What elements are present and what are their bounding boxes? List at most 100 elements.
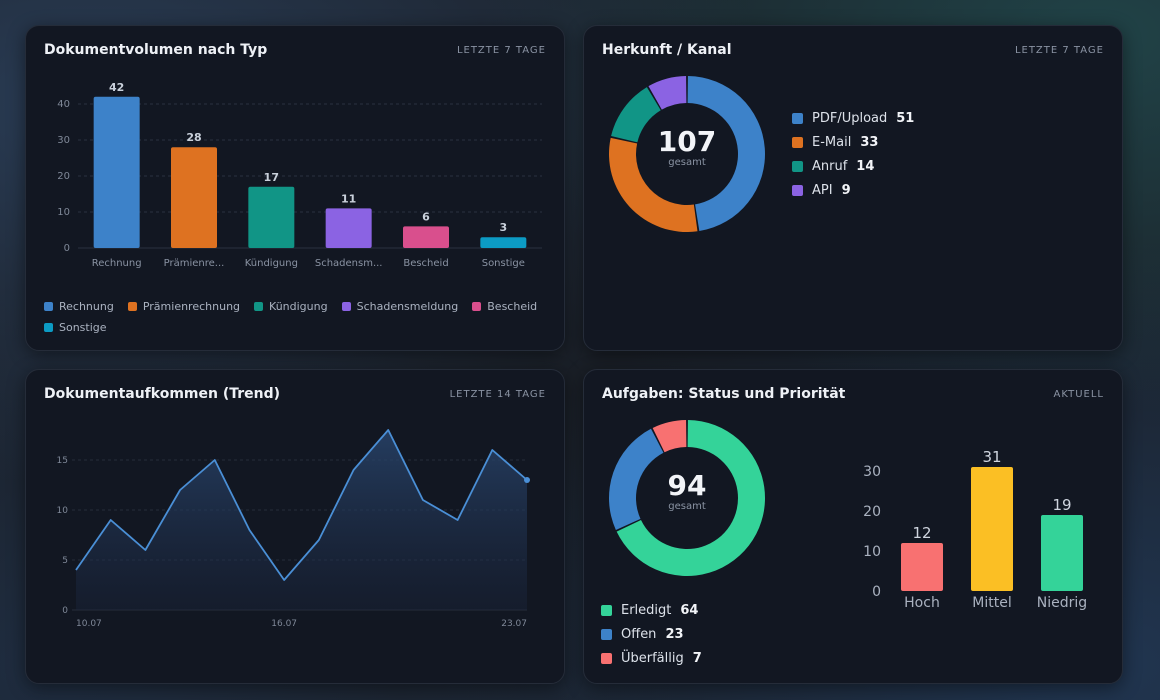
legend-label: Sonstige: [59, 321, 107, 334]
bar: [901, 543, 943, 591]
donut-chart-status: [609, 420, 765, 576]
bar: [971, 467, 1013, 591]
legend-swatch: [44, 302, 53, 311]
chart-legend: Rechnung Prämienrechnung Kündigung Schadens…: [44, 300, 554, 334]
legend-swatch: [341, 302, 351, 311]
card-herkunft: Herkunft / Kanal LETZTE 7 TAGE 107 gesam…: [583, 25, 1123, 351]
legend-item: API 9: [792, 178, 914, 202]
y-tick-label: 20: [57, 171, 70, 182]
period-label: LETZTE 7 TAGE: [1014, 45, 1104, 56]
x-tick-label: Rechnung: [92, 258, 142, 269]
legend-label: API: [812, 182, 833, 198]
last-point-marker: [524, 477, 530, 483]
bar: [171, 147, 217, 248]
x-tick-label: Kündigung: [245, 258, 298, 269]
legend-swatch: [792, 136, 803, 148]
period-label: AKTUELL: [1053, 389, 1104, 400]
donut-slice: [652, 420, 687, 453]
legend-swatch: [254, 302, 264, 311]
bar: [1041, 515, 1083, 591]
legend-swatch: [472, 302, 482, 311]
legend-label: Schadensmeldung: [356, 300, 459, 313]
donut-legend: PDF/Upload 51 E-Mail 33 Anruf 14 API 9: [792, 106, 914, 202]
legend-label: E-Mail: [812, 134, 852, 150]
bar-value-label: 17: [264, 171, 279, 184]
legend-swatch: [44, 323, 53, 332]
bar: [325, 208, 372, 248]
legend-value: 9: [841, 182, 851, 198]
legend-swatch: [792, 184, 803, 196]
bar-value-label: 3: [500, 221, 508, 234]
card-title: Aufgaben: Status und Priorität: [602, 386, 846, 402]
legend-item: Bescheid: [472, 300, 537, 313]
x-tick-label: Sonstige: [482, 258, 525, 269]
y-tick-label: 30: [57, 135, 70, 146]
donut-total: 107: [657, 125, 717, 158]
y-tick-label: 30: [863, 464, 881, 480]
legend-item: Erledigt 64: [601, 598, 702, 622]
donut-slice: [648, 76, 687, 110]
legend-swatch: [792, 160, 803, 172]
donut-slice: [611, 87, 661, 143]
legend-value: 33: [860, 134, 879, 150]
legend-item: Sonstige: [44, 321, 107, 334]
legend-label: Überfällig: [621, 650, 684, 666]
bar-value-label: 28: [186, 131, 201, 144]
donut-legend: Erledigt 64 Offen 23 Überfällig 7: [601, 598, 702, 670]
bar: [480, 237, 527, 248]
legend-swatch: [601, 604, 612, 616]
area-fill: [76, 430, 527, 610]
donut-chart-channels: [609, 76, 765, 233]
legend-label: PDF/Upload: [812, 110, 888, 126]
bar-value-label: 12: [912, 524, 931, 542]
donut-total: 94: [667, 469, 707, 502]
y-tick-label: 10: [863, 544, 881, 560]
y-tick-label: 10: [57, 207, 70, 218]
legend-item: PDF/Upload 51: [792, 106, 914, 130]
bar: [403, 226, 449, 248]
period-label: LETZTE 7 TAGE: [456, 45, 546, 56]
legend-label: Erledigt: [621, 602, 672, 618]
legend-label: Prämienrechnung: [142, 300, 241, 313]
x-tick-label: Schadensm...: [315, 258, 383, 269]
card-title: Dokumentaufkommen (Trend): [44, 386, 281, 402]
donut-slice: [616, 420, 765, 576]
donut-slice: [609, 137, 698, 233]
x-tick-label: Prämienre...: [164, 258, 225, 269]
bar: [248, 186, 295, 248]
donut-total-label: gesamt: [668, 501, 706, 512]
legend-label: Kündigung: [269, 300, 328, 313]
y-tick-label: 20: [863, 504, 881, 520]
bar-value-label: 31: [982, 448, 1001, 466]
legend-label: Offen: [621, 626, 657, 642]
legend-item: Kündigung: [254, 300, 328, 313]
legend-item: Anruf 14: [792, 154, 914, 178]
legend-value: 64: [680, 602, 699, 618]
legend-item: E-Mail 33: [792, 130, 914, 154]
legend-value: 7: [692, 650, 702, 666]
legend-item: Offen 23: [601, 622, 702, 646]
series-line: [75, 429, 528, 581]
x-tick-label: 16.07: [271, 619, 297, 629]
card-dokumentvolumen: Dokumentvolumen nach Typ LETZTE 7 TAGE 0…: [25, 25, 565, 351]
donut-center: 107 gesamt: [637, 125, 737, 169]
legend-swatch: [127, 302, 137, 311]
bar-chart-doc-types: 0 10 20 30 40 42 Rechnung 28 Prämienre... 17 Kündi…: [57, 81, 542, 269]
card-title: Dokumentvolumen nach Typ: [44, 42, 268, 58]
x-tick-label: Hoch: [904, 595, 940, 611]
y-tick-label: 40: [57, 99, 70, 110]
y-tick-label: 0: [62, 606, 68, 616]
bar-chart-priority: 0 10 20 30 12 Hoch 31 Mittel 19 Niedrig: [863, 448, 1087, 611]
y-tick-label: 0: [872, 584, 881, 600]
x-tick-label: Mittel: [972, 595, 1011, 611]
y-tick-label: 10: [57, 506, 69, 516]
donut-total-label: gesamt: [668, 157, 706, 168]
bar: [93, 96, 140, 248]
bar-value-label: 11: [341, 192, 356, 205]
x-tick-label: Niedrig: [1037, 595, 1087, 611]
y-tick-label: 5: [62, 556, 68, 566]
donut-center: 94 gesamt: [637, 469, 737, 513]
legend-value: 14: [856, 158, 875, 174]
legend-value: 51: [896, 110, 915, 126]
card-aufgaben: Aufgaben: Status und Priorität AKTUELL 9…: [583, 369, 1123, 684]
